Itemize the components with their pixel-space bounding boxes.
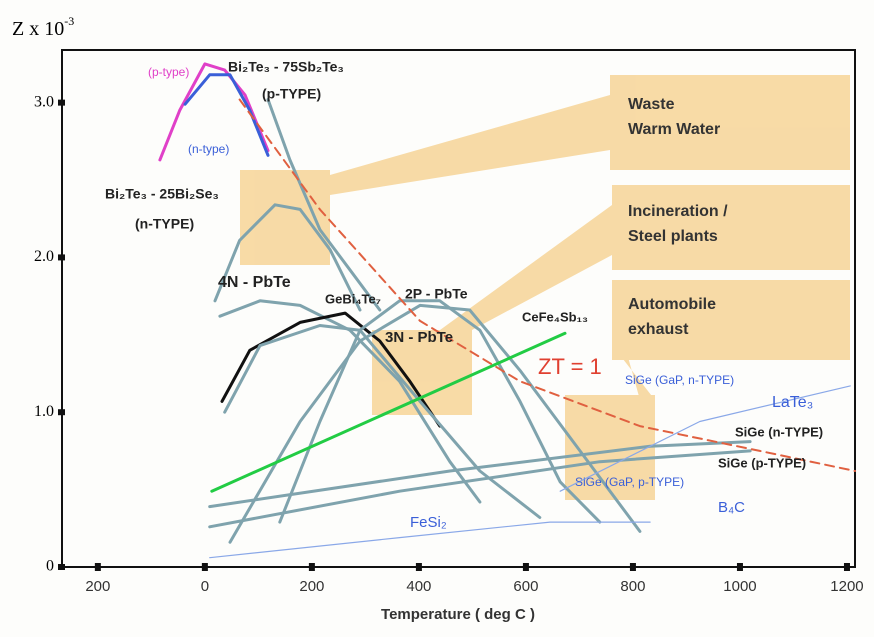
box xyxy=(612,280,850,360)
annotation: Bi₂Te₃ - 75Sb₂Te₃ xyxy=(228,59,344,75)
curve xyxy=(208,440,752,509)
curve xyxy=(158,62,270,162)
box-label: Warm Water xyxy=(628,121,720,138)
box xyxy=(612,185,850,270)
curve xyxy=(209,521,651,559)
curve xyxy=(238,98,856,472)
annotation: ZT = 1 xyxy=(538,354,602,379)
curve xyxy=(559,385,851,492)
curve xyxy=(213,203,362,312)
annotation: SiGe (p-TYPE) xyxy=(718,455,806,470)
x-tick xyxy=(94,563,101,571)
plot-frame xyxy=(61,49,856,568)
annotation: 3N - PbTe xyxy=(385,329,453,346)
y-label-base: Z x 10 xyxy=(12,18,64,40)
y-tick xyxy=(58,409,65,416)
annotation: SiGe (GaP, p-TYPE) xyxy=(575,475,684,489)
y-tick-label: 3.0 xyxy=(34,93,54,110)
y-tick-label: 1.0 xyxy=(34,403,54,420)
curve xyxy=(183,73,270,157)
annotation: (p-type) xyxy=(148,65,189,79)
annotation: (n-type) xyxy=(188,142,229,156)
box-label: Incineration / xyxy=(628,203,728,220)
y-label-exponent: -3 xyxy=(64,14,74,28)
annotation: SiGe (n-TYPE) xyxy=(735,424,823,439)
y-tick xyxy=(58,254,65,261)
curve xyxy=(208,449,752,529)
x-tick xyxy=(522,563,529,571)
x-tick-label: 800 xyxy=(620,578,645,595)
annotation: GeBi₄Te₇ xyxy=(325,291,381,306)
y-tick xyxy=(58,564,65,570)
y-tick-label: 0 xyxy=(46,558,54,575)
y-axis-label: Z x 10-3 xyxy=(12,14,74,40)
annotation: Bi₂Te₃ - 25Bi₂Se₃ xyxy=(105,186,219,202)
annotation: FeSi₂ xyxy=(410,514,447,531)
x-tick xyxy=(736,563,743,571)
curve xyxy=(210,331,567,493)
curve xyxy=(220,311,442,428)
x-tick-label: 0 xyxy=(201,578,209,595)
x-tick-label: 400 xyxy=(406,578,431,595)
connector xyxy=(440,205,612,330)
y-tick-label: 2.0 xyxy=(34,248,54,265)
connector xyxy=(330,95,610,195)
x-tick xyxy=(415,563,422,571)
y-tick xyxy=(58,99,65,106)
annotation: (n-TYPE) xyxy=(135,216,194,232)
annotation: 4N - PbTe xyxy=(218,274,291,291)
annotation: CeFe₄Sb₁₃ xyxy=(522,309,588,324)
annotation: SiGe (GaP, n-TYPE) xyxy=(625,373,734,387)
x-tick xyxy=(843,563,850,571)
annotation: LaTe₃ xyxy=(772,394,813,411)
highlight-regions xyxy=(240,75,850,500)
x-tick-label: 600 xyxy=(513,578,538,595)
box xyxy=(610,75,850,170)
annotation: 2P - PbTe xyxy=(405,286,468,302)
x-tick-label: 200 xyxy=(299,578,324,595)
x-tick xyxy=(629,563,636,571)
curve xyxy=(278,299,602,524)
box-label: Automobile xyxy=(628,296,716,313)
region xyxy=(240,170,330,265)
annotation: (p-TYPE) xyxy=(262,86,321,102)
annotation: B₄C xyxy=(718,499,745,516)
x-tick-label: 1200 xyxy=(830,578,863,595)
x-tick-label: 200 xyxy=(85,578,110,595)
box-label: Steel plants xyxy=(628,228,718,245)
x-tick-label: 1000 xyxy=(723,578,756,595)
x-tick xyxy=(201,563,208,571)
curve xyxy=(228,303,642,544)
box-label: exhaust xyxy=(628,321,689,338)
box-label: Waste xyxy=(628,96,675,113)
x-axis-label: Temperature ( deg C ) xyxy=(381,606,535,623)
curve xyxy=(266,98,382,312)
x-tick xyxy=(308,563,315,571)
